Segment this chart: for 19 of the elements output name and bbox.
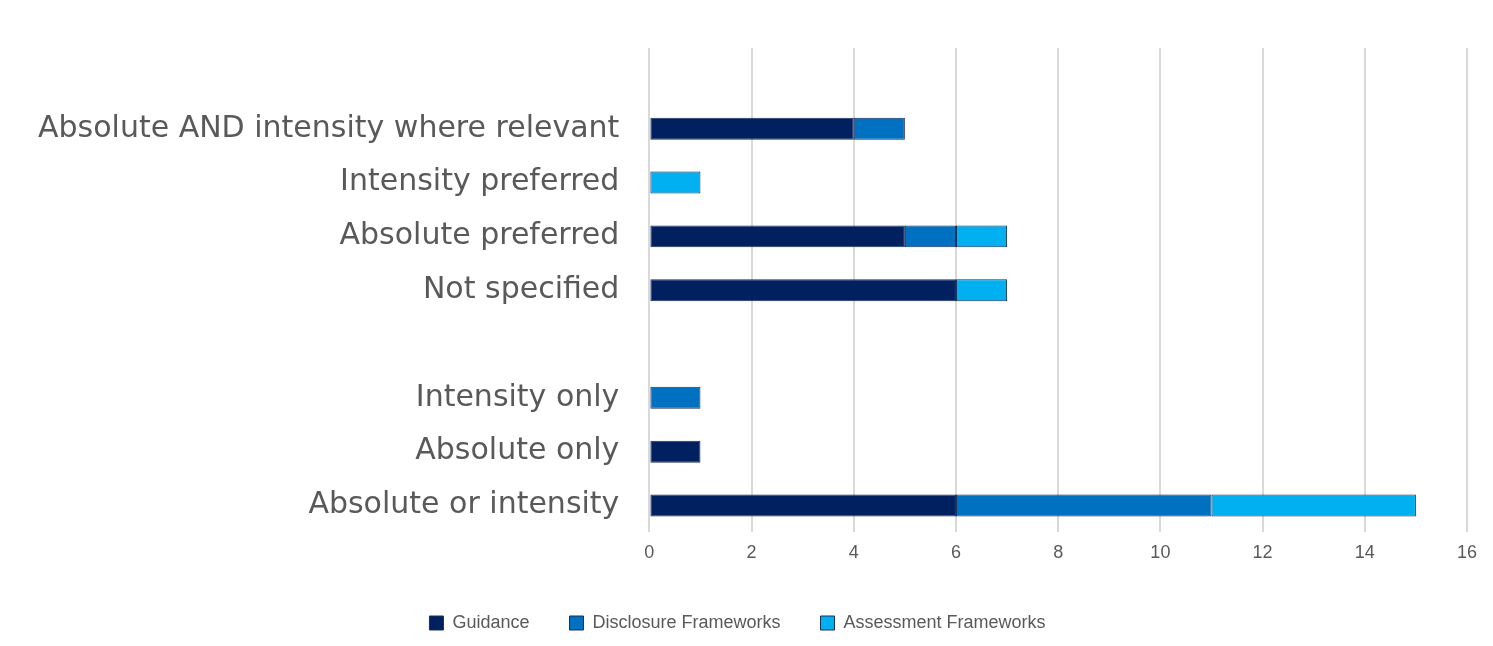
x-tick-label: 2 xyxy=(746,542,757,563)
y-tick-label: Intensity preferred xyxy=(340,162,620,198)
y-tick-label: Absolute only xyxy=(415,431,620,467)
legend-label: Guidance xyxy=(452,611,530,632)
x-tick-label: 12 xyxy=(1252,542,1273,563)
x-tick-label: 0 xyxy=(644,542,655,563)
x-tick-label: 10 xyxy=(1150,542,1171,563)
y-tick-label: Absolute or intensity xyxy=(308,485,620,521)
legend-label: Disclosure Frameworks xyxy=(592,611,781,632)
x-tick-label: 14 xyxy=(1354,542,1375,563)
legend-label: Assessment Frameworks xyxy=(843,611,1046,632)
y-tick-label: Absolute AND intensity where relevant xyxy=(37,108,620,144)
x-tick-label: 16 xyxy=(1456,542,1478,563)
x-tick-label: 4 xyxy=(848,542,859,563)
y-tick-label: Not specified xyxy=(422,270,620,305)
y-tick-label: Intensity only xyxy=(415,377,620,413)
x-tick-label: 6 xyxy=(950,542,961,563)
x-tick-label: 8 xyxy=(1053,542,1064,563)
y-tick-label: Absolute preferred xyxy=(339,216,620,252)
